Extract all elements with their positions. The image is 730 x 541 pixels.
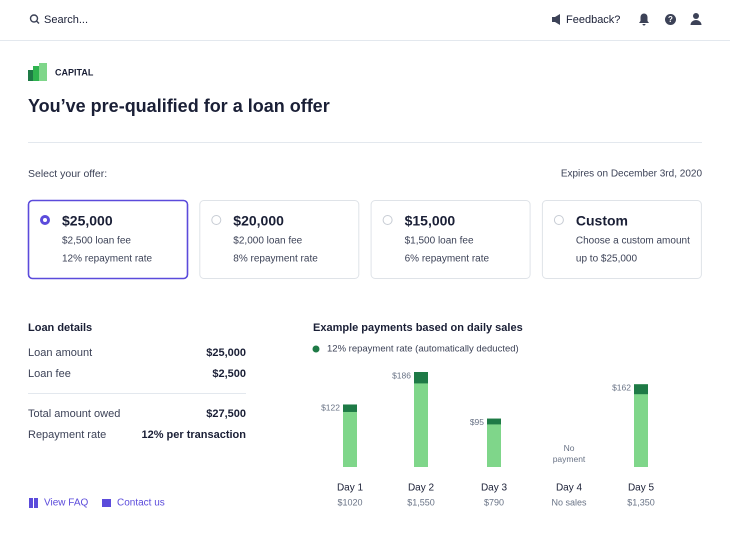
sales-bar — [343, 404, 357, 467]
repayment-label: $95 — [470, 417, 484, 427]
card-line: Choose a custom amount — [576, 236, 690, 247]
day-label: Day 1 — [337, 483, 364, 494]
day-label: Day 2 — [408, 483, 435, 494]
repayment-segment — [414, 372, 428, 384]
repayment-label: $162 — [612, 383, 631, 393]
contact-link[interactable]: Contact us — [117, 498, 165, 509]
sales-label: $1,350 — [627, 497, 655, 507]
loan-details-title: Loan details — [28, 322, 92, 334]
repayment-label: $186 — [392, 370, 411, 380]
offer-prompt: Select your offer: — [28, 168, 107, 180]
card-line: $2,000 loan fee — [233, 236, 302, 247]
offer-card[interactable] — [541, 200, 702, 279]
repayment-label: $122 — [321, 403, 340, 413]
brand-logo — [28, 63, 47, 81]
sales-label: $790 — [484, 497, 504, 507]
card-line: $2,500 loan fee — [62, 236, 131, 247]
sales-bar — [487, 418, 501, 467]
detail-value: $27,500 — [206, 408, 246, 420]
bell-icon[interactable] — [639, 13, 649, 26]
day-label: Day 5 — [628, 483, 655, 494]
repayment-segment — [343, 404, 357, 412]
legend-swatch — [312, 345, 320, 353]
search-icon — [29, 14, 40, 24]
detail-label: Total amount owed — [28, 408, 120, 420]
detail-value: $25,000 — [206, 347, 246, 359]
repayment-segment — [634, 384, 648, 395]
page-title: You’ve pre-qualified for a loan offer — [28, 96, 330, 116]
faq-link[interactable]: View FAQ — [44, 498, 88, 509]
help-icon[interactable]: ? — [665, 14, 676, 25]
card-title: Custom — [576, 213, 628, 229]
day-label: Day 3 — [481, 483, 508, 494]
radio — [382, 215, 393, 225]
svg-text:?: ? — [668, 15, 673, 24]
chart-title: Example payments based on daily sales — [313, 322, 523, 334]
sales-bar — [634, 384, 648, 467]
card-line: $1,500 loan fee — [405, 236, 474, 247]
search-input[interactable]: Search... — [44, 14, 88, 26]
sales-label: $1020 — [337, 497, 362, 507]
offer-expiry: Expires on December 3rd, 2020 — [561, 169, 703, 180]
radio-dot — [43, 218, 47, 222]
sales-bar — [414, 372, 428, 467]
day-label: Day 4 — [556, 483, 583, 494]
detail-value: 12% per transaction — [141, 429, 246, 441]
legend-label: 12% repayment rate (automatically deduct… — [327, 344, 519, 355]
feedback-icon — [552, 14, 560, 25]
radio — [553, 215, 564, 225]
sales-label: No sales — [551, 497, 587, 507]
sales-label: $1,550 — [407, 497, 435, 507]
offer-card[interactable] — [199, 200, 360, 279]
detail-label: Loan amount — [28, 347, 92, 359]
detail-value: $2,500 — [212, 368, 246, 380]
card-line: 6% repayment rate — [405, 254, 490, 265]
offer-card[interactable] — [27, 199, 189, 280]
card-title: $15,000 — [405, 213, 456, 229]
brand-name: CAPITAL — [55, 67, 94, 77]
user-icon[interactable] — [690, 13, 702, 25]
card-title: $25,000 — [62, 213, 113, 229]
card-line: up to $25,000 — [576, 254, 638, 265]
card-title: $20,000 — [233, 213, 284, 229]
offer-card[interactable] — [370, 200, 531, 279]
detail-label: Loan fee — [28, 368, 71, 380]
no-payment-label: No payment — [553, 443, 586, 464]
faq-icon — [29, 498, 38, 508]
repayment-segment — [487, 418, 501, 425]
card-line: 12% repayment rate — [62, 254, 152, 265]
contact-icon — [102, 499, 111, 507]
detail-label: Repayment rate — [28, 429, 106, 441]
card-line: 8% repayment rate — [233, 254, 318, 265]
feedback-button[interactable]: Feedback? — [566, 14, 620, 26]
radio — [211, 215, 222, 225]
